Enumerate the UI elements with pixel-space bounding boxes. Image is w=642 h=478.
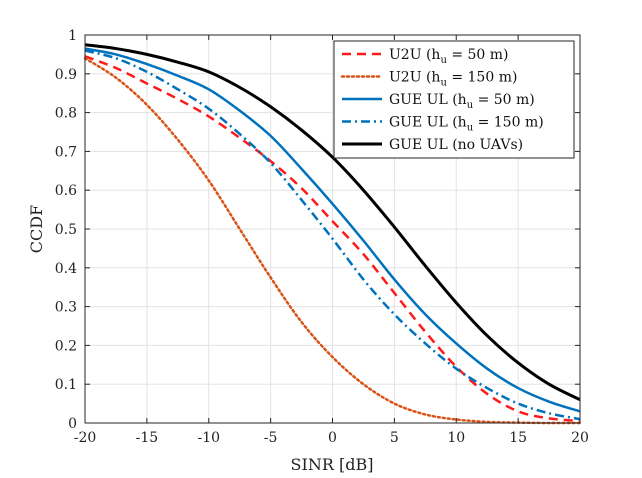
x-tick-label: 15 [509,430,527,446]
y-tick-label: 0.7 [55,144,77,160]
y-tick-label: 0.2 [55,338,77,354]
legend: U2U (hu = 50 m)U2U (hu = 150 m)GUE UL (h… [333,40,575,159]
legend-label-subscript: u [440,78,447,89]
x-axis-title: SINR [dB] [291,455,374,474]
x-tick-label: 5 [390,430,399,446]
legend-label-0: U2U (hu = 50 m) [389,47,509,66]
x-tick-label: 0 [328,430,337,446]
legend-label-subscript: u [440,55,447,66]
axis-ticks: -20 -15 -10 -5 0 5 10 15 20 0 0.1 0.2 0.3 0.4 0.5 0.6 0.… [55,28,589,446]
y-tick-label: 0.5 [55,222,77,238]
y-tick-label: 0.6 [55,183,77,199]
series-line-1 [83,57,582,425]
legend-label-3: GUE UL (hu = 150 m) [389,115,544,134]
legend-label-main: GUE UL (h [389,92,467,108]
y-tick-label: 0.3 [55,300,77,316]
series-line-0 [84,55,581,423]
x-tick-label: -10 [197,430,220,446]
x-tick-label: -5 [264,430,278,446]
series-lines [83,43,582,425]
legend-label-main: GUE UL (no UAVs) [389,137,523,153]
legend-label-subscript: u [467,123,474,134]
legend-label-main: U2U (h [389,70,440,86]
series-line-2 [84,47,581,413]
legend-label-main: GUE UL (h [389,115,467,131]
y-axis-title: CCDF [27,205,46,253]
legend-label-4: GUE UL (no UAVs) [389,137,523,153]
y-tick-label: 0 [68,416,77,432]
y-tick-label: 1 [68,28,77,44]
legend-label-1: U2U (hu = 150 m) [389,70,517,89]
legend-label-subscript: u [467,100,474,111]
y-tick-label: 0.9 [55,67,77,83]
y-tick-label: 0.1 [55,377,77,393]
x-tick-label: 20 [571,430,589,446]
x-tick-label: -20 [74,430,97,446]
legend-label-main: U2U (h [389,47,440,63]
legend-label-rest: = 150 m) [447,70,518,86]
legend-label-rest: = 150 m) [473,115,544,131]
legend-label-2: GUE UL (hu = 50 m) [389,92,535,111]
series-line-3 [84,49,581,421]
x-tick-label: -15 [136,430,159,446]
series-line-4 [84,43,581,402]
y-tick-label: 0.8 [55,106,77,122]
x-tick-label: 10 [447,430,465,446]
y-tick-label: 0.4 [55,261,77,277]
legend-label-rest: = 50 m) [473,92,535,108]
legend-label-rest: = 50 m) [447,47,509,63]
